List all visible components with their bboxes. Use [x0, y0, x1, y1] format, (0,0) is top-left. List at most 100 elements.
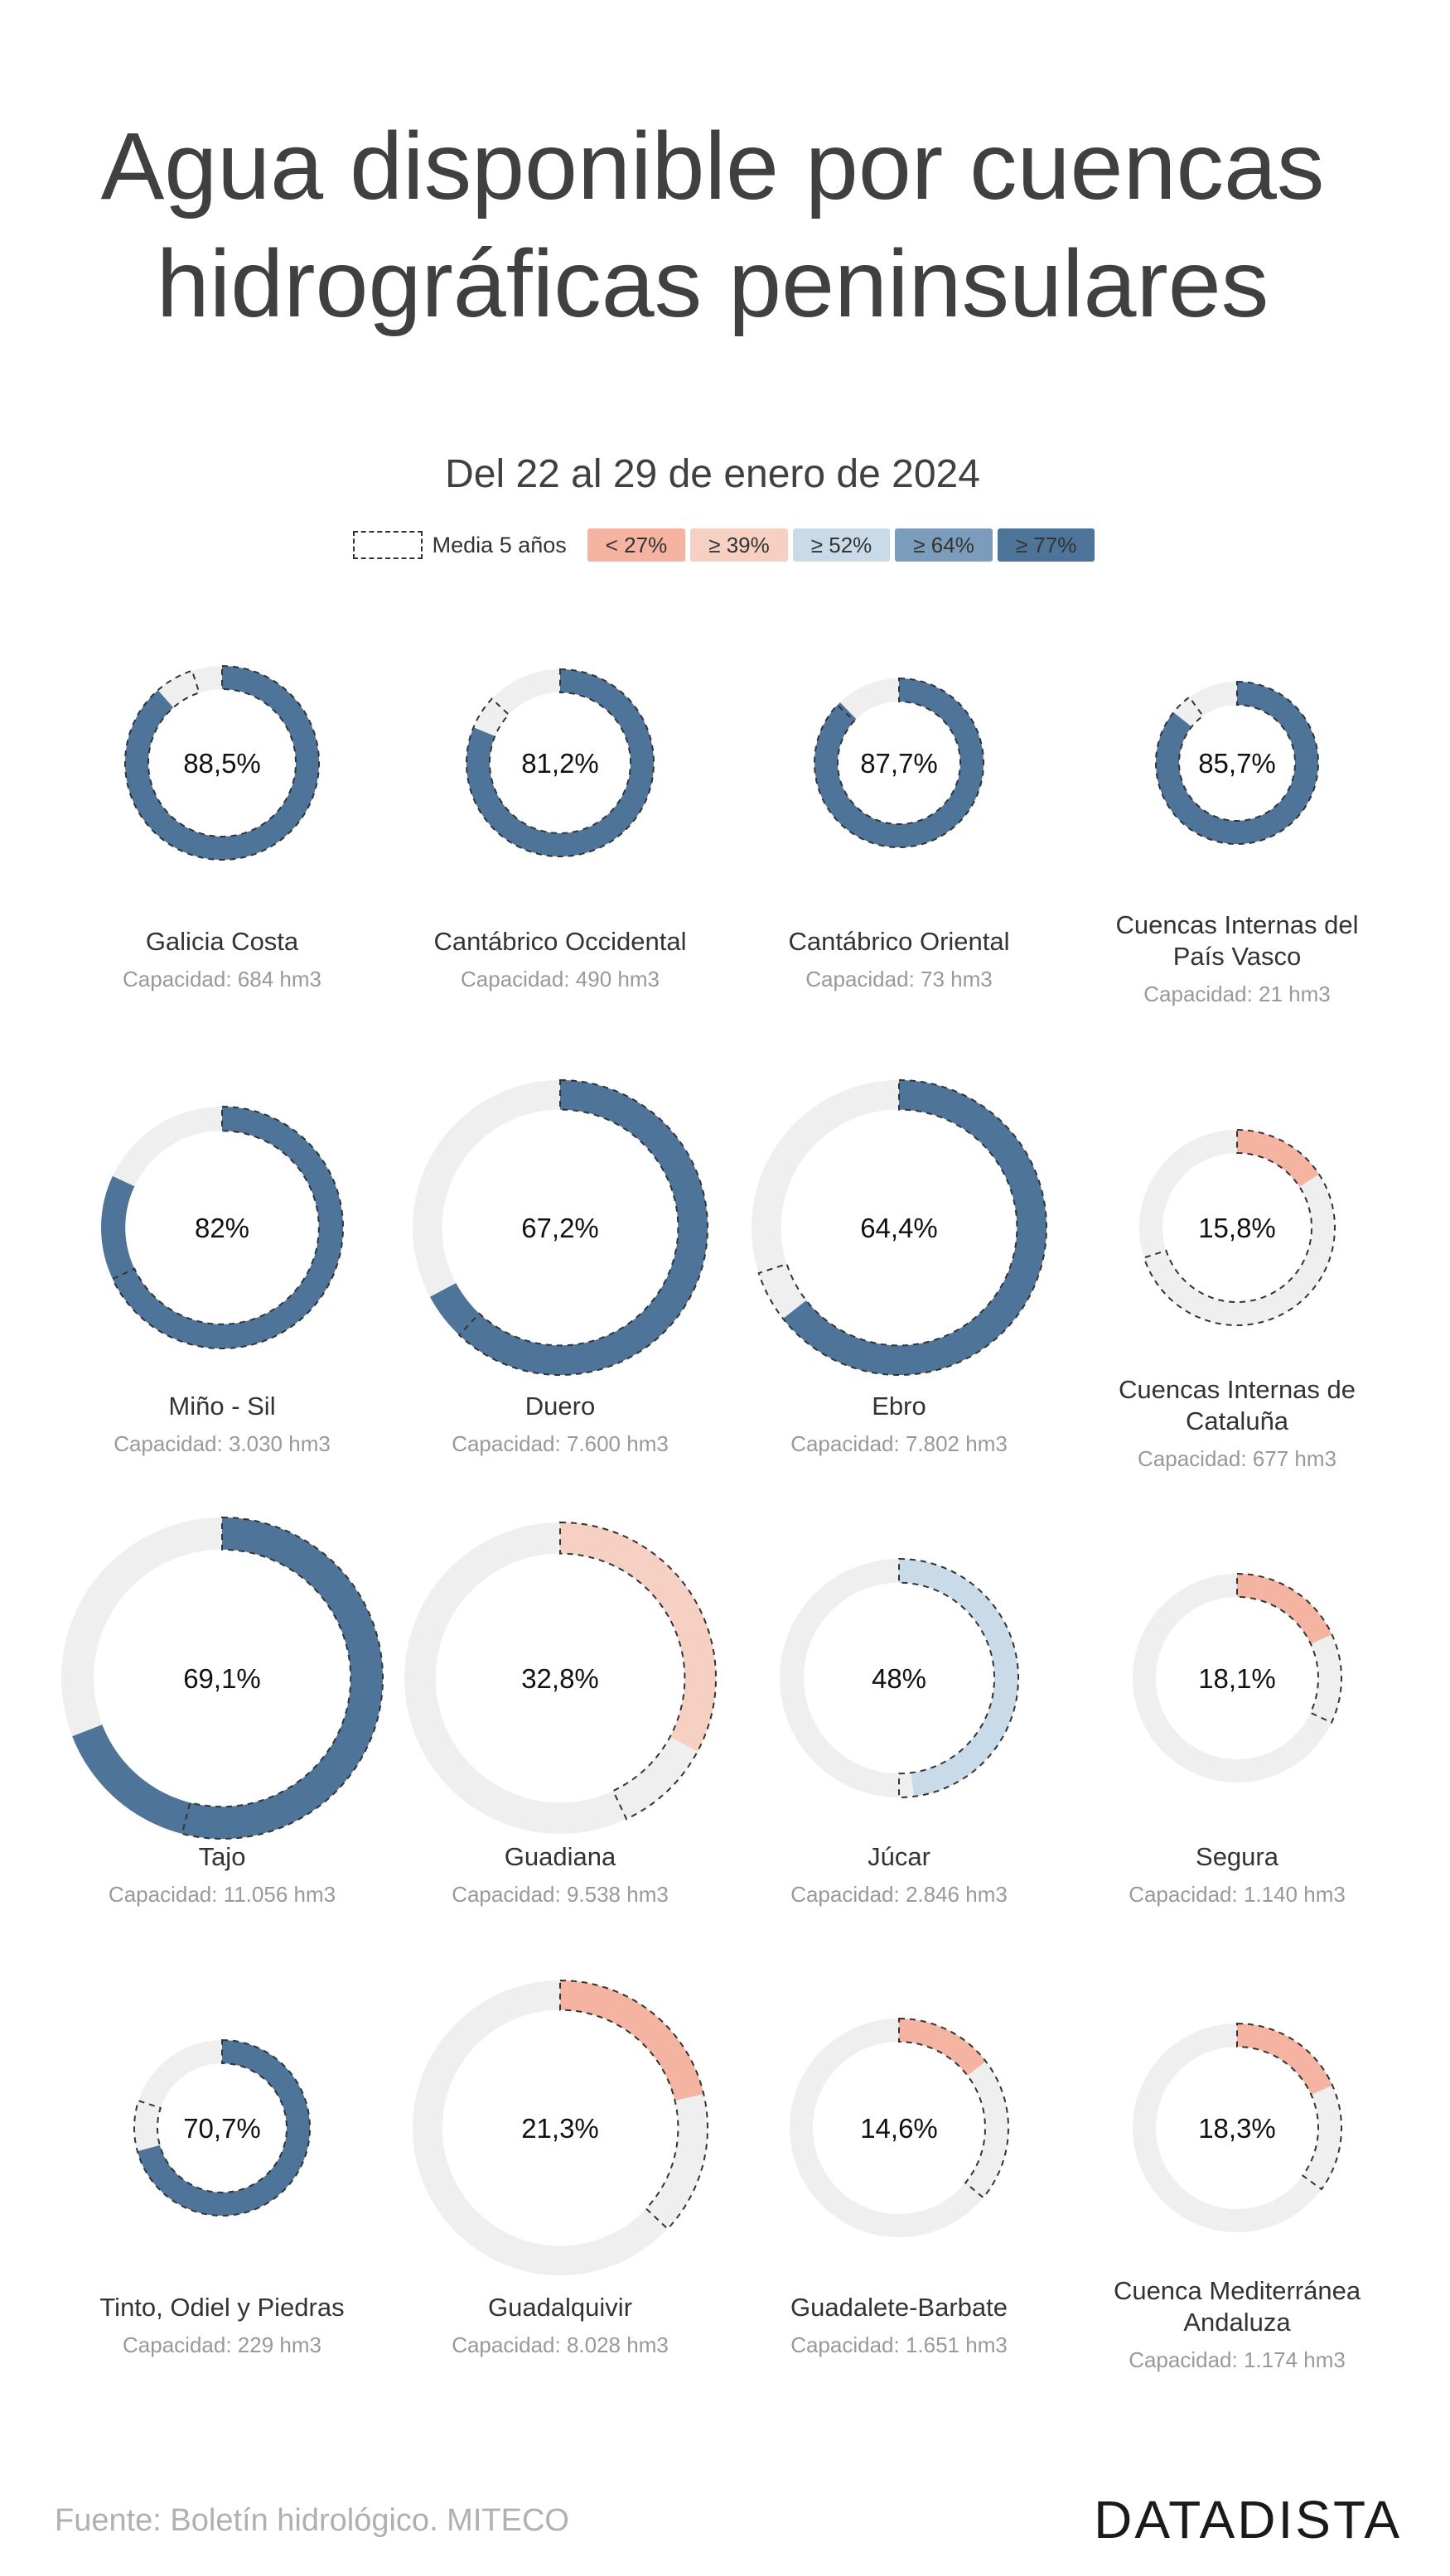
basin-capacity-label: Capacidad: 1.651 hm3: [790, 2332, 1008, 2357]
basin-name-label: Cantábrico Oriental: [788, 927, 1009, 956]
donut-value-arc: [899, 2019, 986, 2076]
brand-logo: DATADISTA: [1094, 2490, 1402, 2549]
basin-capacity-label: Capacidad: 9.538 hm3: [452, 1882, 669, 1907]
donut-average-arc: [466, 668, 655, 857]
donut-percent-label: 81,2%: [521, 748, 599, 779]
donut-average-arc: [898, 2017, 1009, 2199]
legend-average: Media 5 años: [352, 531, 567, 559]
legend-item-ge52: ≥ 52%: [792, 528, 891, 562]
source-note: Fuente: Boletín hidrológico. MITECO: [55, 2503, 569, 2538]
basin-capacity-label: Capacidad: 7.600 hm3: [452, 1431, 669, 1456]
basin-name-label: Cuencas Internas del: [1116, 910, 1359, 939]
donut-percent-label: 70,7%: [183, 2113, 261, 2144]
donut-value-arc: [560, 1522, 716, 1752]
legend-item-lt27: < 27%: [587, 528, 686, 562]
donut-percent-label: 87,7%: [860, 748, 938, 779]
legend-item-ge64: ≥ 64%: [895, 528, 993, 562]
basin-donut: 21,3% Guadalquivir Capacidad: 8.028 hm3: [413, 1979, 708, 2357]
basin-donut: 32,8% Guadiana Capacidad: 9.538 hm3: [404, 1521, 717, 1907]
donut-percent-label: 67,2%: [521, 1213, 599, 1243]
donut-percent-label: 32,8%: [521, 1663, 599, 1694]
donut-average-arc: [559, 1521, 717, 1821]
basin-name-label: País Vasco: [1173, 942, 1302, 971]
page-title: Agua disponible por cuencas hidrográfica…: [0, 108, 1425, 343]
basin-name-label: Júcar: [868, 1842, 930, 1871]
basin-capacity-label: Capacidad: 490 hm3: [461, 967, 660, 991]
donut-percent-label: 21,3%: [521, 2113, 599, 2144]
donut-percent-label: 18,1%: [1198, 1663, 1276, 1694]
donut-percent-label: 14,6%: [860, 2113, 938, 2144]
basin-name-label: Miño - Sil: [168, 1392, 275, 1421]
basin-donut: 64,4% Ebro Capacidad: 7.802 hm3: [752, 1078, 1047, 1456]
legend: Media 5 años < 27% ≥ 39% ≥ 52% ≥ 64% ≥ 7…: [0, 527, 1450, 563]
basin-donut: 67,2% Duero Capacidad: 7.600 hm3: [413, 1078, 708, 1456]
basin-capacity-label: Capacidad: 677 hm3: [1138, 1446, 1336, 1471]
donut-average-arc: [1236, 1572, 1342, 1724]
donut-percent-label: 48%: [872, 1663, 926, 1694]
basin-capacity-label: Capacidad: 7.802 hm3: [790, 1431, 1008, 1456]
basin-donut: 18,1% Segura Capacidad: 1.140 hm3: [1129, 1572, 1346, 1907]
donut-average-arc: [757, 1078, 1047, 1376]
donut-percent-label: 85,7%: [1198, 748, 1276, 779]
donut-average-arc: [1143, 1128, 1336, 1326]
basin-capacity-label: Capacidad: 8.028 hm3: [452, 2332, 669, 2357]
donut-percent-label: 88,5%: [183, 748, 261, 779]
basin-donut: 70,7% Tinto, Odiel y Piedras Capacidad: 22…: [99, 2038, 345, 2357]
basin-name-label: Tinto, Odiel y Piedras: [99, 2293, 344, 2322]
donut-value-arc: [1237, 1574, 1332, 1644]
basin-name-label: Cuencas Internas de: [1119, 1375, 1356, 1404]
donut-percent-label: 64,4%: [860, 1213, 938, 1243]
title-line-1: Agua disponible por cuencas: [100, 113, 1325, 219]
date-subtitle: Del 22 al 29 de enero de 2024: [445, 452, 980, 496]
basin-name-label: Andaluza: [1183, 2308, 1291, 2337]
donut-value-arc: [1237, 2024, 1332, 2095]
donut-average-arc: [457, 1078, 708, 1376]
basin-name-label: Guadalquivir: [488, 2293, 632, 2322]
donut-average-arc: [814, 677, 984, 848]
basin-name-label: Duero: [525, 1392, 595, 1421]
basin-donut: 85,7% Cuencas Internas del País Vasco Capac…: [1116, 680, 1359, 1006]
basin-donut: 82% Miño - Sil Capacidad: 3.030 hm3: [100, 1105, 344, 1456]
donut-percent-label: 15,8%: [1198, 1213, 1276, 1243]
basin-donut: 48% Júcar Capacidad: 2.846 hm3: [780, 1557, 1019, 1907]
basin-capacity-label: Capacidad: 229 hm3: [123, 2332, 321, 2357]
basin-donut: 18,3% Cuenca Mediterránea Andaluza Capacida…: [1114, 2022, 1361, 2372]
donut-average-arc: [133, 2038, 311, 2217]
donut-percent-label: 18,3%: [1198, 2113, 1276, 2144]
basin-capacity-label: Capacidad: 11.056 hm3: [109, 1882, 336, 1907]
basin-name-label: Cuenca Mediterránea: [1114, 2276, 1361, 2305]
basin-donut: 88,5% Galicia Costa Capacidad: 684 hm3: [123, 664, 321, 991]
basin-donut: 14,6% Guadalete-Barbate Capacidad: 1.651 h…: [790, 2017, 1009, 2357]
donut-percent-label: 69,1%: [183, 1663, 261, 1694]
basin-capacity-label: Capacidad: 684 hm3: [123, 967, 321, 991]
basin-name-label: Segura: [1196, 1842, 1279, 1871]
legend-item-ge77: ≥ 77%: [997, 528, 1095, 562]
basin-name-label: Cataluña: [1186, 1406, 1289, 1435]
basin-name-label: Cantábrico Occidental: [434, 927, 687, 956]
basin-name-label: Guadiana: [505, 1842, 616, 1871]
donut-average-arc: [559, 1979, 708, 2231]
donut-value-arc: [899, 1559, 1018, 1797]
legend-item-ge39: ≥ 39%: [690, 528, 788, 562]
basin-capacity-label: Capacidad: 3.030 hm3: [114, 1431, 331, 1456]
donut-value-arc: [1237, 1130, 1319, 1187]
basin-donut: 69,1% Tajo Capacidad: 11.056 hm3: [61, 1516, 384, 1907]
basin-name-label: Ebro: [872, 1392, 926, 1421]
basin-capacity-label: Capacidad: 1.174 hm3: [1129, 2347, 1346, 2372]
donut-average-arc: [111, 1105, 344, 1349]
donut-average-arc: [1236, 2022, 1342, 2191]
legend-average-swatch: [352, 531, 423, 559]
basin-capacity-label: Capacidad: 1.140 hm3: [1129, 1882, 1346, 1907]
basin-capacity-label: Capacidad: 73 hm3: [805, 967, 992, 991]
title-line-2: hidrográficas peninsulares: [156, 231, 1269, 337]
basin-name-label: Guadalete-Barbate: [790, 2293, 1008, 2322]
donut-value-arc: [560, 1980, 704, 2101]
legend-average-label: Media 5 años: [432, 532, 567, 557]
donut-average-arc: [898, 1557, 1019, 1799]
donut-average-arc: [1155, 680, 1319, 845]
basin-capacity-label: Capacidad: 2.846 hm3: [790, 1882, 1008, 1907]
basin-donut: 81,2% Cantábrico Occidental Capacidad: 490…: [434, 668, 687, 991]
basin-donut: 87,7% Cantábrico Oriental Capacidad: 73 hm…: [788, 677, 1010, 991]
